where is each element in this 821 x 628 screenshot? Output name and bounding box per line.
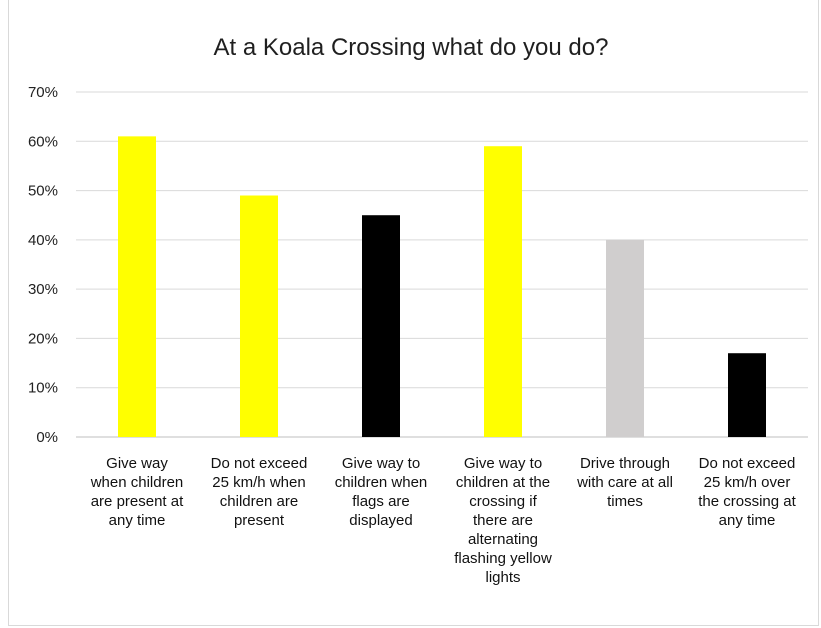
gridlines: [76, 92, 808, 437]
bar: [362, 215, 400, 437]
y-tick-label: 10%: [28, 380, 58, 397]
x-category-label: Give way when children are present at any t…: [90, 455, 184, 529]
x-category-label: Give way to children when flags are display…: [335, 455, 428, 529]
bar: [728, 353, 766, 437]
bar: [118, 136, 156, 437]
bars: [118, 136, 766, 437]
y-tick-label: 60%: [28, 133, 58, 150]
chart-title: At a Koala Crossing what do you do?: [214, 34, 609, 61]
x-category-label: Drive through with care at all times: [576, 455, 673, 510]
x-axis-category-labels: Give way when children are present at any t…: [90, 455, 797, 586]
y-tick-label: 20%: [28, 330, 58, 347]
y-tick-label: 70%: [28, 84, 58, 101]
y-tick-label: 40%: [28, 232, 58, 249]
bar: [484, 146, 522, 437]
bar: [606, 240, 644, 437]
x-category-label: Do not exceed 25 km/h when children are pre…: [211, 455, 308, 529]
y-tick-label: 0%: [36, 429, 58, 446]
y-tick-label: 30%: [28, 281, 58, 298]
y-axis-ticks: 0% 10% 20% 30% 40% 50% 60% 70%: [28, 84, 58, 446]
bar: [240, 196, 278, 438]
y-tick-label: 50%: [28, 183, 58, 200]
x-category-label: Give way to children at the crossing if the…: [454, 455, 552, 586]
x-category-label: Do not exceed 25 km/h over the crossing at…: [698, 455, 796, 529]
